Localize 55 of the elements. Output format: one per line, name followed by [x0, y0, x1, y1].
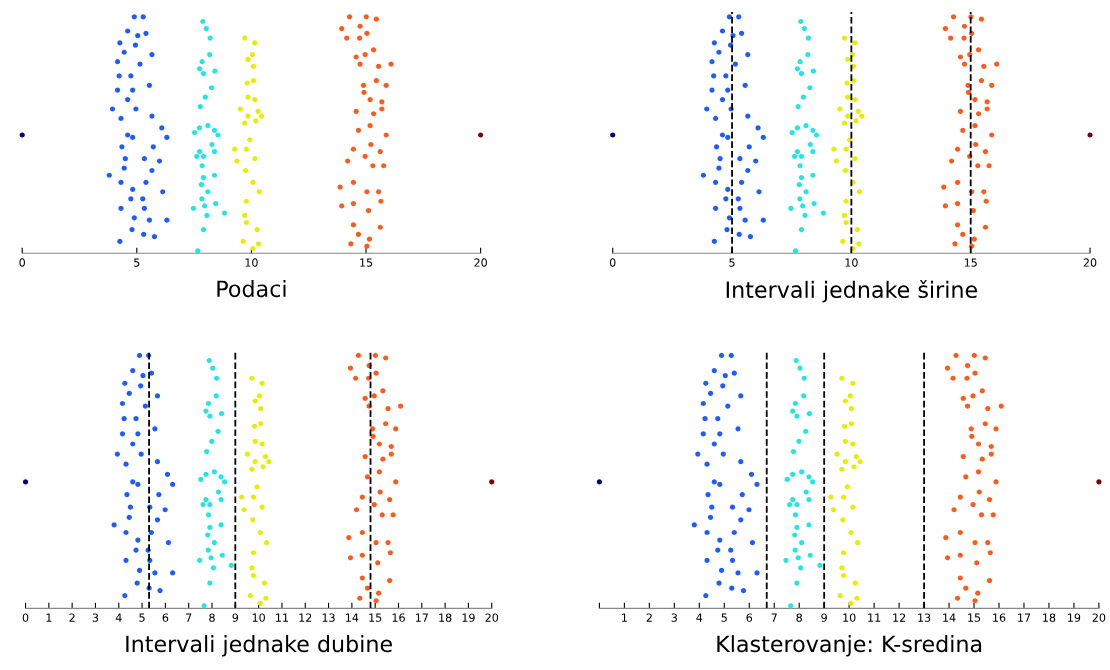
x-tick-label: 13: [918, 613, 931, 622]
x-tick-label: 20: [1092, 613, 1106, 622]
x-tick-label: 20: [1083, 258, 1097, 267]
x-tick-label: 0: [22, 613, 29, 622]
x-tick-label: 20: [474, 258, 487, 267]
x-axis-title: Intervali jednake širine: [726, 279, 977, 303]
x-tick-label: 7: [186, 613, 192, 622]
x-tick-label: 18: [439, 613, 452, 622]
x-tick-label: 6: [746, 613, 753, 622]
x-tick-label: 20: [485, 613, 499, 622]
x-tick-label: 2: [646, 613, 652, 622]
x-tick-label: 18: [1043, 613, 1056, 622]
x-tick-label: 15: [968, 613, 981, 622]
x-tick-label: 19: [462, 613, 475, 622]
x-tick-label: 3: [671, 613, 677, 622]
x-tick-label: 1: [622, 613, 627, 622]
x-tick-label: 3: [92, 613, 99, 622]
x-tick-label: 9: [821, 613, 827, 622]
x-tick-label: 11: [868, 613, 881, 622]
x-tick-label: 4: [115, 613, 122, 622]
x-tick-label: 19: [1068, 613, 1081, 622]
x-tick-label: 10: [843, 613, 856, 622]
x-tick-label: 17: [1018, 613, 1031, 622]
x-axis-title: Klasterovanje: K-sredina: [717, 635, 982, 657]
x-tick-label: 10: [252, 613, 265, 622]
x-tick-label: 10: [845, 258, 858, 267]
x-tick-label: 7: [771, 613, 777, 622]
x-tick-label: 9: [232, 613, 239, 622]
x-tick-label: 12: [893, 613, 906, 622]
x-axis-title: Intervali jednake dubine: [126, 635, 392, 657]
x-tick-label: 10: [245, 258, 258, 267]
x-tick-label: 6: [162, 613, 169, 622]
x-tick-label: 5: [134, 258, 140, 267]
x-tick-label: 16: [392, 613, 405, 622]
x-tick-label: 8: [796, 613, 802, 622]
x-tick-label: 5: [729, 258, 735, 267]
x-tick-label: 2: [69, 613, 75, 622]
x-tick-label: 13: [322, 613, 335, 622]
x-axis-title: Podaci: [217, 279, 286, 298]
x-tick-label: 16: [993, 613, 1006, 622]
x-tick-label: 0: [609, 258, 616, 267]
x-tick-label: 15: [360, 258, 373, 267]
x-tick-label: 14: [943, 613, 956, 622]
x-tick-label: 4: [696, 613, 703, 622]
x-tick-label: 11: [276, 613, 288, 622]
x-tick-label: 5: [139, 613, 145, 622]
x-tick-label: 17: [415, 613, 428, 622]
x-tick-label: 0: [19, 258, 25, 267]
x-tick-label: 8: [209, 613, 215, 622]
x-tick-label: 15: [369, 613, 382, 622]
x-tick-label: 15: [964, 258, 977, 267]
x-tick-label: 5: [721, 613, 727, 622]
x-tick-label: 1: [46, 613, 52, 622]
x-tick-label: 14: [346, 613, 359, 622]
x-tick-label: 12: [299, 613, 312, 622]
